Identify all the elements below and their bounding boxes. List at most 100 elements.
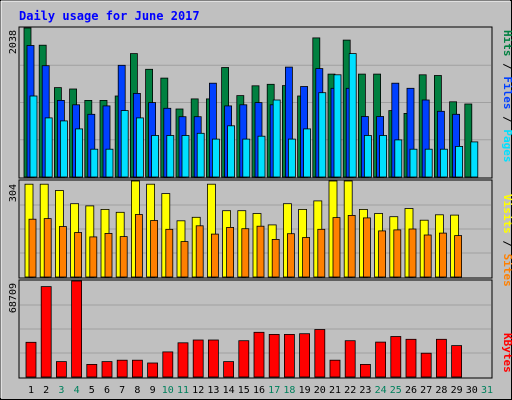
bar-kbytes (268, 333, 280, 378)
bar-pages (257, 135, 266, 178)
bar-kbytes (253, 331, 265, 378)
bar-pages (105, 148, 114, 178)
legend-pages: Pages (501, 129, 512, 162)
bar-pages (90, 148, 99, 178)
svg-text:Hits / Files / Pages: Hits / Files / Pages (501, 30, 512, 163)
bar-kbytes (390, 336, 402, 378)
svg-text:Visits / Sites: Visits / Sites (501, 194, 512, 287)
bar-kbytes (116, 359, 128, 378)
bar-kbytes (344, 340, 356, 378)
bar-kbytes (314, 329, 326, 378)
bar-kbytes (192, 339, 204, 378)
x-tick-label: 25 (390, 385, 402, 396)
bar-pages (272, 99, 281, 178)
bar-pages (135, 117, 144, 178)
bar-pages (227, 125, 236, 178)
bar-pages (29, 95, 38, 178)
bar-pages (44, 117, 53, 178)
bar-kbytes (71, 280, 82, 378)
bar-sites (241, 228, 250, 278)
bar-sites (150, 220, 159, 278)
x-tick-label: 8 (134, 385, 140, 396)
legend-kbytes-group: KBytes (501, 333, 512, 373)
bar-sites (317, 228, 326, 278)
x-tick-label: 21 (329, 385, 341, 396)
bar-sites (165, 228, 174, 278)
x-tick-label: 27 (420, 385, 432, 396)
bar-pages (120, 110, 129, 178)
bar-sites (89, 236, 98, 278)
bar-kbytes (405, 338, 417, 378)
bar-kbytes (177, 342, 189, 378)
bar-pages (333, 74, 342, 178)
bar-pages (318, 92, 327, 178)
bar-pages (409, 148, 418, 178)
x-tick-label: 13 (207, 385, 219, 396)
legend-sites: Sites (501, 254, 512, 287)
x-tick-label: 18 (283, 385, 295, 396)
bar-pages (151, 135, 160, 178)
bar-sites (362, 217, 371, 278)
bar-sites (302, 237, 311, 278)
bar-kbytes (56, 361, 67, 378)
x-axis-labels: 1 2 3 4 5 6 7 8 9 10 11 12 13 14 15 16 17 18 19 20 21 22 23 24 2… (28, 385, 493, 396)
bar-sites (332, 217, 341, 278)
bar-kbytes (299, 333, 311, 378)
bar-kbytes (375, 341, 387, 378)
bar-kbytes (435, 338, 447, 378)
bar-sites (286, 233, 295, 278)
kbytes-ymax-label: 68709 (8, 283, 19, 313)
x-tick-label: 26 (405, 385, 417, 396)
bar-sites (104, 232, 113, 278)
x-tick-label: 12 (192, 385, 204, 396)
x-tick-label: 30 (466, 385, 478, 396)
x-tick-label: 1 (28, 385, 34, 396)
legend-visits: Visits (501, 194, 512, 234)
bar-hits (464, 103, 473, 178)
bar-sites (74, 232, 82, 278)
bar-sites (28, 218, 37, 278)
x-tick-label: 20 (314, 385, 326, 396)
x-tick-label: 2 (43, 385, 49, 396)
bar-kbytes (451, 345, 463, 378)
bar-pages (455, 145, 464, 178)
bar-sites (423, 234, 432, 278)
bar-pages (363, 135, 372, 178)
bar-kbytes (223, 361, 235, 378)
bar-kbytes (25, 341, 37, 378)
bar-kbytes (86, 363, 98, 378)
legend-files: Files (501, 76, 512, 109)
bar-pages (379, 135, 388, 178)
bar-pages (166, 135, 175, 178)
x-tick-label: 9 (150, 385, 156, 396)
bar-kbytes (283, 333, 295, 378)
bar-pages (394, 139, 403, 178)
bar-sites (119, 236, 128, 278)
hits-ymax-label: 2038 (8, 30, 19, 54)
bar-sites (393, 229, 402, 278)
bar-pages (348, 53, 357, 178)
bar-pages (439, 148, 448, 178)
bar-kbytes (147, 362, 159, 378)
x-tick-label: 4 (74, 385, 80, 396)
bar-sites (180, 241, 189, 278)
x-tick-label: 28 (435, 385, 447, 396)
bars (23, 27, 479, 378)
bar-sites (378, 230, 387, 278)
bar-sites (256, 225, 265, 278)
bar-pages (470, 141, 479, 178)
bar-kbytes (359, 363, 371, 378)
bar-pages (181, 135, 190, 178)
bar-pages (211, 138, 220, 178)
x-tick-label: 24 (375, 385, 387, 396)
legend-hits: Hits (501, 30, 512, 57)
bar-sites (408, 228, 417, 278)
bar-kbytes (420, 352, 432, 378)
legend-kbytes: KBytes (501, 333, 512, 373)
legend-hits-files-pages: Hits / Files / Pages (501, 30, 512, 163)
bar-kbytes (101, 361, 113, 378)
bar-sites (134, 214, 143, 278)
visits-ymax-label: 304 (8, 184, 19, 202)
bar-kbytes (207, 339, 219, 378)
